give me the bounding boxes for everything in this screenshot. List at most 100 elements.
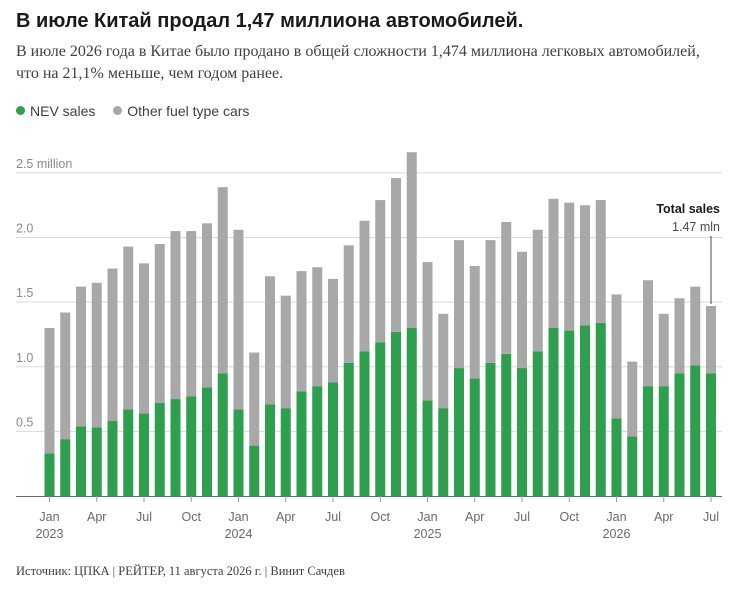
bar-nev bbox=[359, 351, 370, 496]
bar-other bbox=[202, 223, 212, 388]
bar-other bbox=[564, 202, 575, 331]
bar-other bbox=[154, 244, 165, 403]
bar-nev bbox=[517, 368, 527, 496]
bar-nev bbox=[249, 445, 260, 496]
bar-other bbox=[312, 267, 323, 387]
legend-item-nev: NEV sales bbox=[16, 103, 95, 119]
x-tick-label: Jul bbox=[136, 510, 152, 524]
bar-other bbox=[170, 231, 181, 400]
bar-nev bbox=[658, 386, 669, 496]
bar-nev bbox=[643, 386, 653, 496]
x-tick-year: 2025 bbox=[414, 527, 442, 541]
bar-nev bbox=[422, 400, 433, 496]
bar-other bbox=[328, 278, 338, 383]
x-tick-year: 2024 bbox=[225, 527, 253, 541]
bar-nev bbox=[595, 322, 606, 496]
bar-nev bbox=[564, 330, 575, 496]
y-tick-label: 2.0 bbox=[16, 222, 33, 236]
bar-nev bbox=[76, 426, 86, 496]
bar-nev bbox=[438, 408, 449, 496]
x-tick-label: Apr bbox=[276, 510, 295, 524]
legend-swatch-other bbox=[113, 106, 123, 115]
x-tick-label: Jan bbox=[417, 510, 437, 524]
bar-other bbox=[217, 187, 228, 374]
bar-other bbox=[595, 200, 606, 323]
bar-other bbox=[186, 231, 197, 397]
bar-nev bbox=[107, 421, 118, 496]
x-tick-label: Oct bbox=[560, 510, 580, 524]
bar-other bbox=[454, 240, 464, 369]
bar-other bbox=[485, 240, 496, 363]
bar-nev bbox=[328, 382, 338, 496]
x-tick-label: Apr bbox=[87, 510, 106, 524]
bar-other bbox=[548, 198, 559, 328]
bar-nev bbox=[580, 325, 590, 496]
bar-other bbox=[580, 205, 590, 326]
bar-other bbox=[532, 229, 543, 352]
legend-label-other: Other fuel type cars bbox=[127, 103, 250, 119]
bar-other bbox=[60, 312, 71, 440]
bar-other bbox=[280, 295, 291, 409]
bar-nev bbox=[265, 404, 275, 496]
bar-nev bbox=[312, 386, 323, 496]
bar-nev bbox=[280, 408, 291, 496]
bar-nev bbox=[501, 353, 512, 496]
bar-nev bbox=[375, 342, 386, 496]
legend-item-other: Other fuel type cars bbox=[113, 103, 249, 119]
source-note: Источник: ЦПКА | РЕЙТЕР, 11 августа 2026… bbox=[16, 564, 345, 578]
bar-other bbox=[343, 245, 354, 363]
bar-nev bbox=[469, 378, 480, 496]
y-tick-label: 0.5 bbox=[16, 415, 33, 429]
bar-other bbox=[674, 298, 685, 374]
bar-other bbox=[627, 361, 638, 437]
bar-nev bbox=[454, 368, 464, 496]
bar-other bbox=[375, 200, 386, 343]
x-tick-label: Jul bbox=[514, 510, 530, 524]
bar-nev bbox=[202, 387, 212, 496]
y-tick-label: 1.5 bbox=[16, 286, 33, 300]
x-tick-label: Apr bbox=[654, 510, 673, 524]
bar-nev bbox=[91, 427, 102, 496]
bar-nev bbox=[44, 453, 55, 496]
bar-nev bbox=[391, 331, 401, 496]
bar-other bbox=[123, 246, 134, 410]
x-tick-label: Jan bbox=[228, 510, 248, 524]
bar-nev bbox=[217, 373, 228, 496]
bar-other bbox=[501, 222, 512, 354]
bar-nev bbox=[139, 413, 149, 496]
bar-other bbox=[44, 328, 55, 454]
x-tick-label: Jul bbox=[325, 510, 341, 524]
bar-nev bbox=[154, 402, 165, 496]
bar-other bbox=[391, 178, 401, 332]
bar-other bbox=[406, 152, 417, 328]
bar-other bbox=[359, 220, 370, 352]
bar-other bbox=[296, 271, 307, 392]
annotation-title: Total sales bbox=[656, 202, 720, 216]
y-tick-label: 1.0 bbox=[16, 351, 33, 365]
bar-nev bbox=[485, 362, 496, 496]
chart-legend: NEV sales Other fuel type cars bbox=[16, 103, 263, 119]
page-subtitle: В июле 2026 года в Китае было продано в … bbox=[16, 43, 700, 82]
bar-nev bbox=[548, 328, 559, 496]
bar-other bbox=[690, 286, 701, 366]
x-tick-label: Jul bbox=[703, 510, 719, 524]
bar-other bbox=[107, 268, 118, 422]
x-tick-label: Oct bbox=[182, 510, 202, 524]
bar-other bbox=[517, 251, 527, 369]
bar-other bbox=[233, 229, 244, 410]
bar-nev bbox=[233, 409, 244, 496]
bar-other bbox=[139, 263, 149, 414]
bar-other bbox=[643, 280, 653, 387]
bar-nev bbox=[706, 373, 716, 496]
bar-other bbox=[265, 276, 275, 405]
bar-other bbox=[658, 313, 669, 387]
bar-nev bbox=[674, 373, 685, 496]
page-title: В июле Китай продал 1,47 миллиона автомо… bbox=[16, 10, 524, 32]
bar-nev bbox=[406, 328, 417, 496]
x-tick-label: Oct bbox=[371, 510, 391, 524]
bar-nev bbox=[123, 409, 134, 496]
bar-other bbox=[611, 294, 622, 419]
bar-other bbox=[76, 286, 86, 427]
legend-label-nev: NEV sales bbox=[30, 103, 96, 119]
